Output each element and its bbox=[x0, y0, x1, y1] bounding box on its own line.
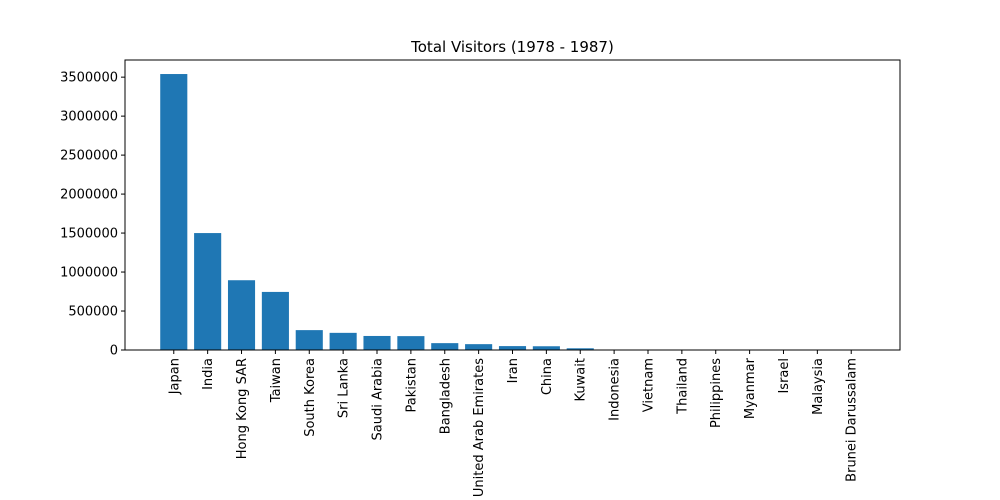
x-tick-label: South Korea bbox=[303, 358, 318, 437]
bar-china bbox=[532, 346, 560, 350]
x-tick-label: United Arab Emirates bbox=[472, 358, 487, 497]
x-tick-label: India bbox=[201, 358, 216, 390]
bar-united-arab-emirates bbox=[465, 344, 493, 350]
x-tick-label: Saudi Arabia bbox=[371, 358, 386, 441]
x-tick-label: Bangladesh bbox=[438, 358, 453, 434]
bar-iran bbox=[498, 346, 527, 350]
y-tick-label: 1500000 bbox=[60, 227, 118, 242]
y-tick-label: 500000 bbox=[68, 305, 118, 320]
x-tick-label: Brunei Darussalam bbox=[845, 358, 860, 482]
x-tick-label: Hong Kong SAR bbox=[235, 358, 250, 459]
y-tick-label: 3500000 bbox=[60, 71, 118, 86]
y-tick-label: 2000000 bbox=[60, 188, 118, 203]
bars-group bbox=[160, 74, 865, 350]
bar-south-korea bbox=[295, 330, 323, 350]
bar-hong-kong-sar bbox=[227, 280, 256, 350]
x-axis: Japan India Hong Kong SAR Taiwan South Korea… bbox=[167, 350, 860, 497]
x-tick-label: Myanmar bbox=[743, 357, 758, 419]
y-axis: 0 500000 1000000 1500000 2000000 2500000 30000… bbox=[60, 71, 125, 359]
y-tick-label: 3000000 bbox=[60, 110, 118, 125]
x-tick-label: Sri Lanka bbox=[337, 358, 352, 418]
x-tick-label: Indonesia bbox=[608, 358, 623, 421]
y-tick-label: 0 bbox=[110, 344, 118, 359]
x-tick-label: Israel bbox=[777, 358, 792, 394]
bar-japan bbox=[160, 74, 188, 350]
x-tick-label: Iran bbox=[506, 358, 521, 383]
bar-bangladesh bbox=[431, 343, 459, 350]
x-tick-label: Vietnam bbox=[641, 358, 656, 412]
x-tick-label: Thailand bbox=[675, 358, 690, 415]
bar-sri-lanka bbox=[329, 332, 357, 350]
bar-kuwait bbox=[566, 348, 594, 350]
x-tick-label: Malaysia bbox=[811, 358, 826, 415]
plot-frame bbox=[124, 59, 901, 351]
y-tick-label: 1000000 bbox=[60, 266, 118, 281]
x-tick-label: Japan bbox=[167, 358, 182, 395]
x-tick-label: Pakistan bbox=[404, 358, 419, 412]
bar-india bbox=[194, 233, 222, 350]
bar-pakistan bbox=[397, 336, 425, 350]
bar-saudi-arabia bbox=[363, 335, 391, 350]
x-tick-label: Taiwan bbox=[269, 358, 284, 403]
y-tick-label: 2500000 bbox=[60, 149, 118, 164]
chart-title: Total Visitors (1978 - 1987) bbox=[410, 38, 614, 56]
x-tick-label: China bbox=[540, 358, 555, 395]
x-tick-label: Kuwait bbox=[574, 358, 589, 401]
x-tick-label: Philippines bbox=[709, 358, 724, 428]
bar-taiwan bbox=[261, 291, 289, 350]
